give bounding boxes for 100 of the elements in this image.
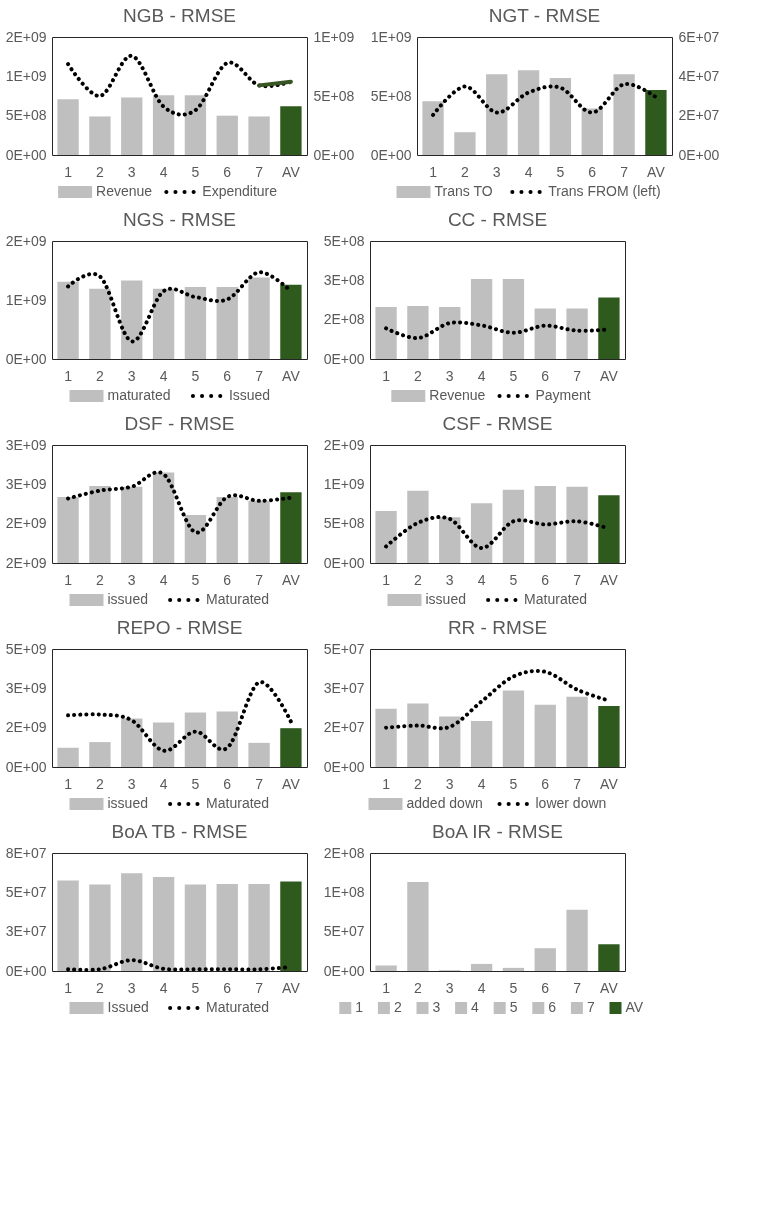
x-tick-label: 2 [414,367,423,384]
bar [375,307,397,359]
legend-label: Revenue [96,183,153,199]
legend-label: added down [406,795,483,811]
x-tick-label: 4 [159,571,168,588]
bar [502,690,525,767]
legend-label: 6 [548,999,557,1015]
y-tick-label: 3E+09 [5,679,47,696]
x-tick-label: 4 [159,163,168,180]
bar [216,711,238,767]
legend-label: maturated [107,387,171,403]
x-tick-label: 5 [509,979,518,996]
y-tick-label: 0E+00 [323,758,365,775]
chart-title: BoA IR - RMSE [432,821,563,842]
bar [407,703,429,767]
chart-title: REPO - RMSE [116,617,243,638]
x-tick-label: 3 [445,775,454,792]
y-tick-label: 5E+08 [370,87,412,104]
x-tick-label: 5 [509,571,518,588]
x-tick-label: 3 [445,979,454,996]
x-tick-label: 2 [96,775,105,792]
bar [184,712,207,767]
bar [407,490,429,563]
x-tick-label: 7 [255,571,264,588]
bar [152,722,175,767]
legend-label: 4 [471,999,480,1015]
bar [645,89,667,155]
bar [517,70,540,155]
x-tick-label: 2 [96,571,105,588]
x-tick-label: 4 [524,163,533,180]
x-tick-label: 2 [461,163,470,180]
legend-label: Revenue [429,387,486,403]
y-tick-label: 0E+00 [323,554,365,571]
y-tick-label: 8E+07 [5,844,47,861]
bar [598,495,620,563]
x-tick-label: 4 [159,979,168,996]
y-tick-label: 2E+07 [323,719,365,736]
bar [152,288,175,359]
bar [216,287,238,359]
y-tick-label: 0E+00 [323,350,365,367]
bar [502,489,525,563]
x-tick-label: 5 [509,367,518,384]
y-tick-label: 1E+09 [5,67,47,84]
x-tick-label: AV [647,163,666,180]
y-tick-label: 5E+09 [5,640,47,657]
bar [470,721,493,767]
y-tick-label: 0E+00 [370,146,412,163]
legend-label: Maturated [206,795,270,811]
x-tick-label: 2 [414,571,423,588]
x-tick-label: 3 [492,163,501,180]
y-tick-label: 2E+08 [323,311,365,328]
bar [248,742,270,767]
bar [216,115,238,155]
x-tick-label: 4 [477,775,486,792]
x-tick-label: 7 [573,571,582,588]
bar [566,696,588,767]
x-tick-label: 6 [223,571,232,588]
x-tick-label: 5 [509,775,518,792]
x-tick-label: 4 [477,367,486,384]
bar [89,288,111,359]
y2-tick-label: 6E+07 [678,28,720,45]
bar [184,95,207,155]
legend-label: Issued [228,387,271,403]
y-tick-label: 5E+08 [5,107,47,124]
x-tick-label: 5 [556,163,565,180]
x-tick-label: 1 [382,367,391,384]
bar [57,747,79,767]
bar [581,108,603,155]
legend-label: 7 [586,999,595,1015]
x-tick-label: 5 [191,979,200,996]
y-tick-label: 2E+08 [323,844,365,861]
x-tick-label: 4 [159,367,168,384]
bar [407,306,429,359]
legend-label: Expenditure [202,183,278,199]
bar [439,307,461,359]
bar [566,308,588,359]
x-tick-label: 6 [541,571,550,588]
legend-label: Trans FROM (left) [548,183,661,199]
bar [57,99,79,155]
y-tick-label: 3E+07 [323,679,365,696]
x-tick-label: 7 [255,979,264,996]
bar [566,486,588,563]
x-tick-label: 7 [573,775,582,792]
bar [549,78,572,155]
legend-label: Trans TO [434,183,493,199]
legend-label: issued [107,795,148,811]
y-tick-label: 5E+07 [323,923,365,940]
bar [280,728,302,767]
x-tick-label: AV [282,979,301,996]
y-tick-label: 0E+00 [5,350,47,367]
x-tick-label: 7 [255,163,264,180]
legend-label: Maturated [206,591,270,607]
legend-label: Maturated [206,999,270,1015]
x-tick-label: 4 [477,979,486,996]
x-tick-label: 1 [382,775,391,792]
legend-label: issued [425,591,466,607]
x-tick-label: 5 [191,775,200,792]
y-tick-label: 1E+09 [5,291,47,308]
x-tick-label: 6 [541,979,550,996]
y-tick-label: 2E+09 [323,436,365,453]
